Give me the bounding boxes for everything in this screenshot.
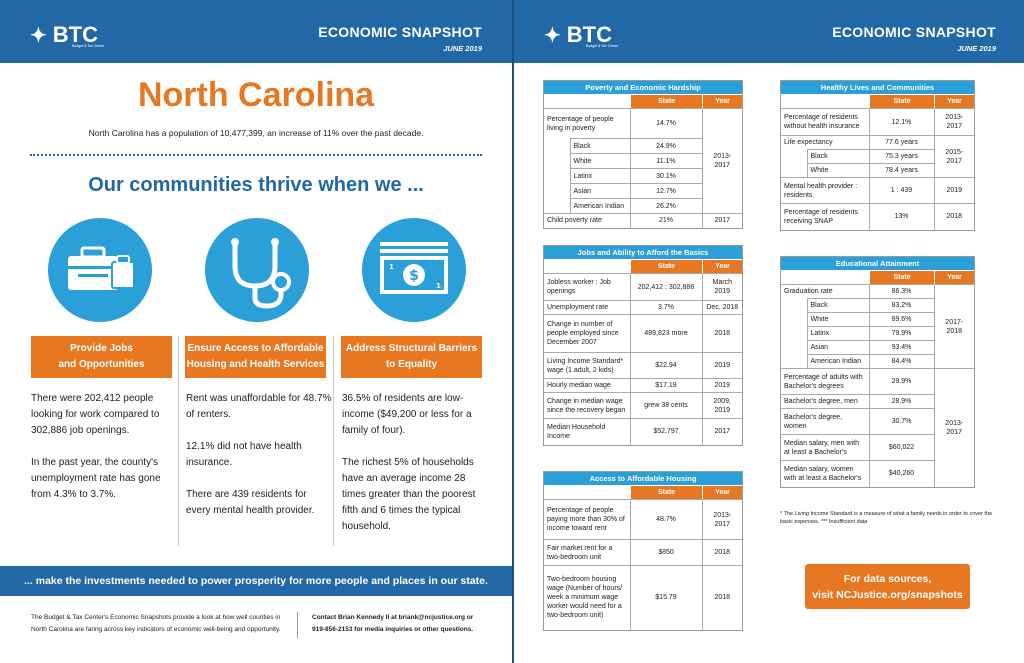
table-row: Median salary, women with at least a Bac… [781,460,974,487]
structural-barriers-label: Address Structural Barriers to Equality [341,336,482,378]
column-divider [333,336,334,546]
nc-logo-icon: ✦ [544,24,561,47]
jobs-table: Jobs and Ability to Afford the Basics St… [543,245,743,446]
footnote: * The Living Income Standard is a measur… [780,511,993,525]
table-header: State Year [781,95,974,108]
header-title: ECONOMIC SNAPSHOT [318,24,482,40]
btc-logo: ✦ BTC Budget & Tax Center [30,22,105,48]
housing-health-label: Ensure Access to Affordable Housing and … [185,336,326,378]
table-title: Poverty and Economic Hardship [544,81,742,95]
data-sources-link[interactable]: For data sources, visit NCJustice.org/sn… [805,564,970,609]
money-icon: $ 1 1 [362,218,466,322]
footer-divider [297,612,298,638]
jobs-text: There were 202,412 people looking for wo… [31,393,161,500]
table-row: White 11.1% [544,153,742,169]
table-row: Mental health provider : residents 1 : 43… [781,177,974,204]
table-title: Educational Attainment [781,257,974,271]
population-text: North Carolina has a population of 10,47… [88,128,424,138]
poverty-table: Poverty and Economic Hardship State Year … [543,80,743,229]
svg-text:$: $ [409,268,419,284]
footer-contact: Contact Brian Kennedy II at briank@ncjus… [312,614,474,633]
table-row: Child poverty rate 21% 2017 [544,213,742,228]
housing-text: Rent was unaffordable for 48.7% of rente… [186,393,332,516]
table-row: Median salary, men with at least a Bache… [781,434,974,461]
page-divider [512,0,514,663]
btc-logo: ✦ BTC Budget & Tax Center [544,22,619,48]
table-row: Change in median wage since the recovery… [544,392,742,419]
table-row: Latinx 30.1% [544,168,742,184]
footer-description: The Budget & Tax Center's Economic Snaps… [31,614,281,633]
table-header: State Year [544,486,742,499]
table-row: Latinx 79.9% [781,326,974,341]
table-row: Unemployment rate 3.7% Dec. 2018 [544,300,742,315]
table-row: Asian 93.4% [781,340,974,355]
table-row: Bachelor's degree, men 28.9% [781,394,974,409]
table-header: State Year [544,260,742,273]
table-row: Black 83.2% [781,298,974,313]
table-title: Jobs and Ability to Afford the Basics [544,246,742,260]
housing-table: Access to Affordable Housing State Year P… [543,471,743,631]
table-row: American Indian 26.2% [544,198,742,214]
table-row: Percentage of people living in poverty 14… [544,108,742,214]
table-row: American Indian 84.4% [781,354,974,369]
table-row: Percentage of people paying more than 30… [544,499,742,540]
table-row: Black 24.9% [544,138,742,154]
table-row: Asian 12.7% [544,183,742,199]
education-table: Educational Attainment State Year Graduat… [780,256,975,488]
table-row: Jobless worker : Job openings 202,412 : 3… [544,273,742,301]
table-title: Access to Affordable Housing [544,472,742,486]
table-row: Median Household Income $52,797 2017 [544,418,742,445]
table-row: Percentage of adults with Bachelor's deg… [781,368,974,487]
table-row: Bachelor's degree, women 30.7% [781,408,974,435]
dotted-divider [30,154,482,156]
table-row: Living Income Standard* wage (1 adult, 2… [544,352,742,379]
table-header: State Year [781,271,974,284]
investment-banner: ... make the investments needed to power… [0,566,512,596]
thrive-heading: Our communities thrive when we ... [88,174,424,196]
stethoscope-icon [205,218,309,322]
barriers-text: 36.5% of residents are low-income ($49,2… [342,393,476,532]
svg-text:1: 1 [389,263,394,271]
table-row: Life expectancy 77.6 years 2015- 2017 [781,135,974,178]
state-title: North Carolina [137,76,375,114]
table-header: State Year [544,95,742,108]
table-row: White 89.6% [781,312,974,327]
briefcase-icon [48,218,152,322]
table-row: Graduation rate 86.3% 2017- 2018 [781,284,974,369]
left-header: ✦ BTC Budget & Tax Center ECONOMIC SNAPSH… [0,0,512,63]
provide-jobs-label: Provide Jobs and Opportunities [31,336,172,378]
table-row: Percentage of residents receiving SNAP 13… [781,203,974,230]
column-divider [178,336,179,546]
health-table: Healthy Lives and Communities State Year … [780,80,975,231]
table-row: Two-bedroom housing wage (Number of hour… [544,565,742,630]
svg-text:1: 1 [436,282,441,290]
table-row: Hourly median wage $17.19 2019 [544,378,742,393]
table-row: Black 75.3 years [781,149,974,164]
header-date: JUNE 2019 [443,44,482,53]
header-date: JUNE 2019 [957,44,996,53]
table-title: Healthy Lives and Communities [781,81,974,95]
nc-logo-icon: ✦ [30,24,47,47]
table-row: Fair market rent for a two-bedroom unit $… [544,539,742,566]
table-row: Change in number of people employed sinc… [544,314,742,353]
right-header: ✦ BTC Budget & Tax Center ECONOMIC SNAPSH… [514,0,1024,63]
table-row: Percentage of residents without health i… [781,108,974,136]
table-row: White 78.4 years [781,163,974,178]
header-title: ECONOMIC SNAPSHOT [832,24,996,40]
